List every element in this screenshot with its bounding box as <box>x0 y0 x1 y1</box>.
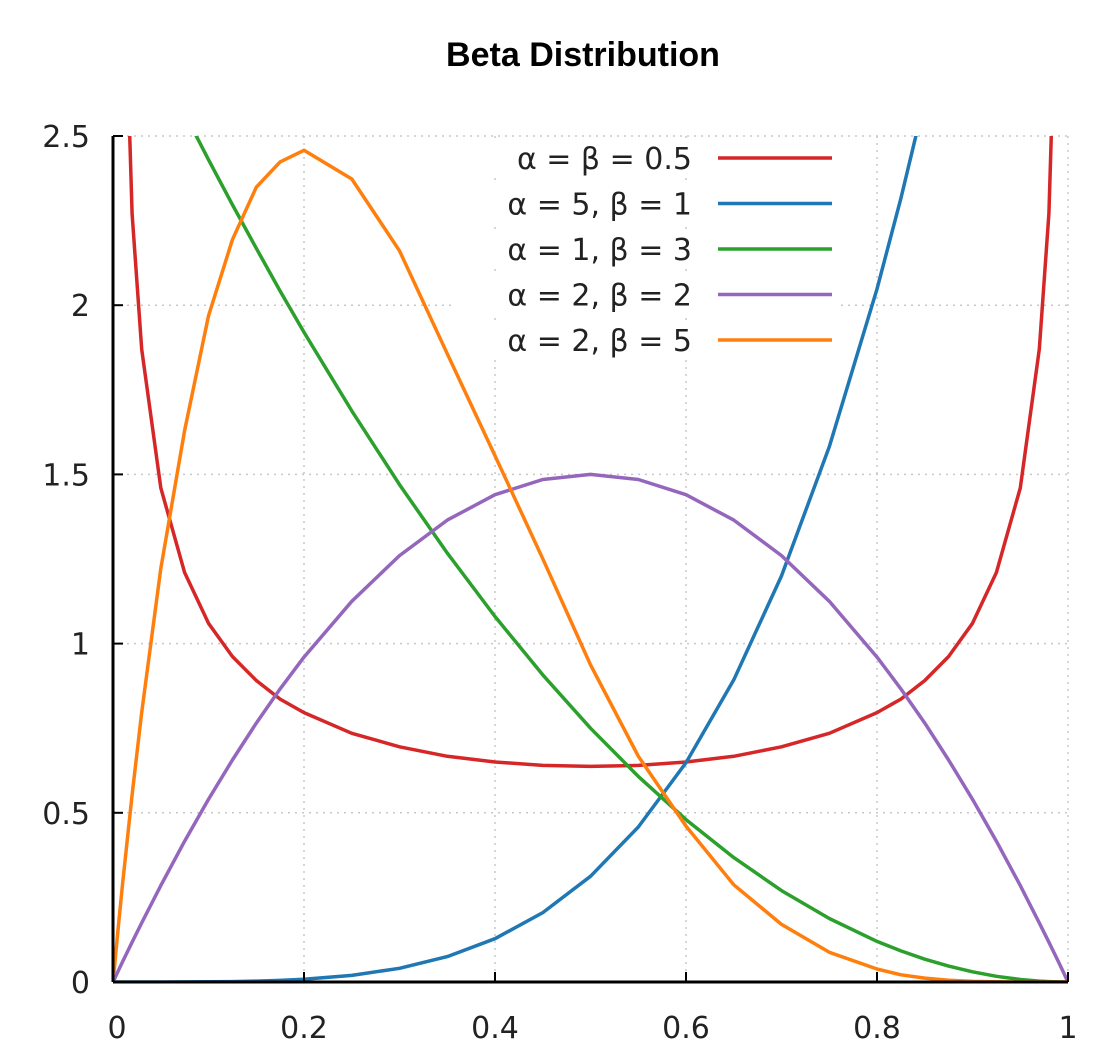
legend-label: α = 1, β = 3 <box>507 233 692 268</box>
y-tick-label: 2 <box>71 289 90 324</box>
y-tick-label: 1 <box>71 628 90 663</box>
x-tick-label: 0 <box>107 1011 126 1046</box>
chart-title: Beta Distribution <box>446 36 720 74</box>
legend: α = β = 0.5 α = 5, β = 1 α = 1, β = 3 α = 2… <box>455 138 840 360</box>
x-tick-label: 1 <box>1058 1011 1077 1046</box>
x-tick-label: 0.4 <box>471 1011 519 1046</box>
legend-label: α = 2, β = 5 <box>507 324 692 359</box>
axes <box>111 135 1069 984</box>
series-line-2 <box>194 136 1068 982</box>
legend-label: α = 2, β = 2 <box>507 279 692 314</box>
y-tick-label: 2.5 <box>42 120 90 155</box>
x-tick-label: 0.6 <box>662 1011 710 1046</box>
x-tick-label: 0.2 <box>280 1011 328 1046</box>
y-tick-label: 0.5 <box>42 797 90 832</box>
legend-label: α = 5, β = 1 <box>507 188 692 223</box>
tick-labels: 0 0.2 0.4 0.6 0.8 1 0 0.5 1 1.5 2 2.5 <box>42 120 1077 1046</box>
series-line-3 <box>113 472 1068 982</box>
legend-label: α = β = 0.5 <box>517 142 692 177</box>
y-tick-label: 1.5 <box>42 458 90 493</box>
series-line-0 <box>127 136 1054 769</box>
y-tick-label: 0 <box>71 966 90 1001</box>
x-tick-label: 0.8 <box>853 1011 901 1046</box>
